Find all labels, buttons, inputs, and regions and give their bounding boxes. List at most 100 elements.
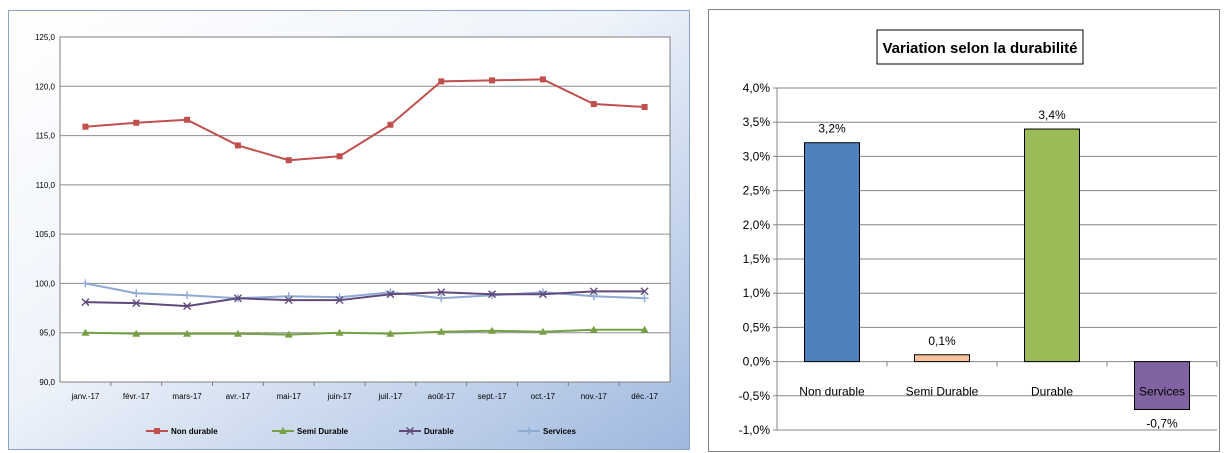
data-point bbox=[81, 298, 90, 307]
data-point bbox=[589, 287, 598, 296]
y-tick-label: 100,0 bbox=[35, 279, 56, 288]
data-point bbox=[438, 78, 445, 85]
y-tick-label: 110,0 bbox=[36, 181, 56, 190]
legend-marker bbox=[525, 427, 533, 435]
plot-area bbox=[59, 36, 671, 383]
data-point bbox=[590, 101, 597, 108]
chart-title-box bbox=[876, 29, 1084, 65]
x-tick-label: févr.-17 bbox=[123, 392, 150, 401]
data-point bbox=[640, 325, 649, 333]
bar bbox=[1134, 361, 1190, 410]
data-label: 0,1% bbox=[928, 334, 956, 348]
x-tick-label: août-17 bbox=[428, 392, 456, 401]
data-point bbox=[285, 157, 292, 164]
x-tick-label: janv.-17 bbox=[70, 392, 99, 401]
y-tick-label: 3,5% bbox=[743, 115, 771, 129]
legend-marker bbox=[279, 427, 287, 434]
data-point bbox=[489, 77, 496, 84]
data-point bbox=[335, 296, 344, 305]
y-tick-label: 4,0% bbox=[743, 81, 771, 95]
bar bbox=[804, 142, 860, 363]
data-point bbox=[386, 290, 395, 299]
data-point bbox=[234, 142, 241, 149]
series-line bbox=[85, 290, 645, 308]
bar-chart: Variation selon la durabilité -1,0% -0,5%… bbox=[739, 29, 1218, 437]
series-line bbox=[85, 78, 645, 162]
line-chart-panel: 90,0 95,0 100,0 105,0 110,0 115,0 120,0 125,0 ja… bbox=[8, 10, 690, 450]
data-point bbox=[284, 296, 293, 305]
data-point bbox=[184, 116, 191, 123]
data-point bbox=[437, 327, 446, 335]
data-point bbox=[132, 289, 141, 298]
y-tick-label: 90,0 bbox=[39, 378, 55, 387]
x-tick-label: sept.-17 bbox=[478, 392, 507, 401]
x-tick-label: juil.-17 bbox=[378, 392, 403, 401]
legend-marker bbox=[154, 428, 160, 434]
y-tick-label: 1,5% bbox=[743, 252, 771, 266]
data-point bbox=[183, 291, 192, 300]
y-tick-label: 2,5% bbox=[743, 184, 771, 198]
legend-label: Durable bbox=[424, 427, 454, 436]
data-point bbox=[387, 121, 394, 128]
data-point bbox=[640, 294, 649, 303]
x-tick-label: Non durable bbox=[799, 385, 865, 399]
y-tick-label: 95,0 bbox=[39, 329, 55, 338]
legend-label: Services bbox=[543, 427, 576, 436]
x-tick-label: déc.-17 bbox=[631, 392, 658, 401]
x-tick-label: Services bbox=[1139, 385, 1185, 399]
y-tick-label: -0,5% bbox=[739, 389, 771, 403]
series-line bbox=[85, 328, 645, 336]
data-point bbox=[386, 329, 395, 337]
bar bbox=[914, 354, 970, 363]
data-point bbox=[284, 330, 293, 338]
data-point bbox=[538, 290, 547, 299]
data-point bbox=[335, 328, 344, 336]
data-point bbox=[589, 292, 598, 301]
data-point bbox=[437, 294, 446, 303]
data-point bbox=[437, 288, 446, 297]
data-label: 3,4% bbox=[1038, 108, 1066, 122]
x-tick-label: avr.-17 bbox=[226, 392, 251, 401]
data-point bbox=[132, 299, 141, 308]
data-point bbox=[81, 328, 90, 336]
x-tick-label: nov.-17 bbox=[581, 392, 608, 401]
line-chart: 90,0 95,0 100,0 105,0 110,0 115,0 120,0 125,0 ja… bbox=[9, 11, 689, 449]
x-tick-label: mars-17 bbox=[172, 392, 202, 401]
data-label: 3,2% bbox=[818, 122, 846, 136]
bar-chart-panel: Variation selon la durabilité -1,0% -0,5%… bbox=[708, 9, 1220, 452]
data-point bbox=[82, 123, 89, 130]
data-point bbox=[488, 290, 497, 299]
data-point bbox=[336, 153, 343, 160]
data-point bbox=[641, 103, 648, 110]
legend-marker bbox=[406, 427, 414, 435]
data-point bbox=[589, 325, 598, 333]
data-label: -0,7% bbox=[1146, 416, 1178, 430]
data-point bbox=[284, 292, 293, 301]
y-tick-label: 0,0% bbox=[743, 355, 771, 369]
legend-label: Semi Durable bbox=[297, 427, 349, 436]
y-tick-label: 115,0 bbox=[36, 132, 56, 141]
y-tick-label: 120,0 bbox=[35, 82, 56, 91]
data-point bbox=[640, 287, 649, 296]
x-tick-label: Durable bbox=[1031, 385, 1073, 399]
data-point bbox=[233, 294, 242, 303]
x-tick-label: mai-17 bbox=[277, 392, 302, 401]
data-point bbox=[132, 329, 141, 337]
x-tick-label: oct.-17 bbox=[531, 392, 556, 401]
data-point bbox=[133, 119, 140, 126]
y-tick-label: 2,0% bbox=[743, 218, 771, 232]
data-point bbox=[233, 329, 242, 337]
data-point bbox=[538, 327, 547, 335]
data-point bbox=[183, 302, 192, 311]
data-point bbox=[183, 329, 192, 337]
data-point bbox=[539, 76, 546, 83]
chart-title: Variation selon la durabilité bbox=[882, 40, 1077, 57]
data-point bbox=[81, 279, 90, 288]
x-tick-label: juin-17 bbox=[327, 392, 353, 401]
legend-label: Non durable bbox=[171, 427, 218, 436]
x-tick-label: Semi Durable bbox=[906, 385, 979, 399]
y-tick-label: 125,0 bbox=[35, 33, 56, 42]
y-tick-label: 3,0% bbox=[743, 149, 771, 163]
bar bbox=[1024, 128, 1080, 363]
y-tick-label: 105,0 bbox=[35, 230, 56, 239]
